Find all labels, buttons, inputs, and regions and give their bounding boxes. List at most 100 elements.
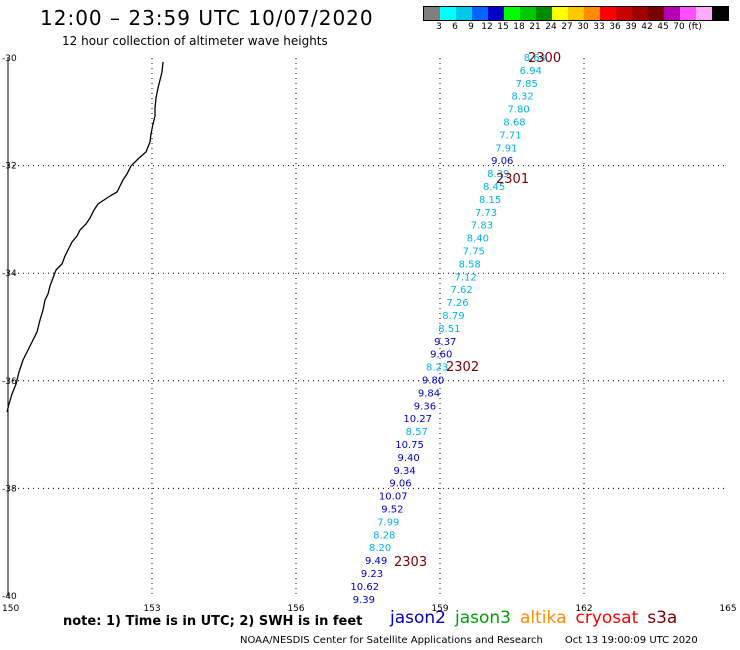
wave-height-value: 7.83	[471, 221, 493, 232]
wave-height-value: 9.23	[361, 569, 383, 580]
wave-height-value: 7.91	[495, 143, 517, 154]
satellite-legend-item: jason3	[455, 608, 511, 628]
wave-height-value: 9.80	[422, 376, 444, 387]
color-scale-label: 39	[625, 22, 637, 32]
color-scale-label: 24	[545, 22, 557, 32]
color-swatch	[488, 7, 504, 20]
color-scale-label: 27	[561, 22, 573, 32]
color-scale-label: 6	[452, 22, 458, 32]
wave-height-value: 10.75	[395, 440, 424, 451]
color-swatch	[424, 7, 440, 20]
color-swatch	[632, 7, 648, 20]
wave-height-value: 9.60	[430, 350, 452, 361]
color-scale-label: 15	[497, 22, 509, 32]
wave-height-value: 8.57	[406, 427, 428, 438]
color-swatch	[648, 7, 664, 20]
wave-height-value: 8.68	[503, 118, 525, 129]
wave-height-value: 8.32	[512, 92, 534, 103]
color-scale-label: 9	[468, 22, 474, 32]
wave-height-value: 7.75	[463, 247, 485, 258]
latitude-label: -30	[2, 54, 17, 64]
wave-height-value: 7.99	[377, 517, 399, 528]
track-time-label: 2303	[394, 555, 427, 570]
wave-height-value: 7.12	[455, 272, 477, 283]
latitude-label: -36	[2, 377, 17, 387]
wave-height-value: 8.58	[459, 259, 481, 270]
wave-height-value: 10.07	[379, 492, 408, 503]
color-scale-label: 45	[657, 22, 669, 32]
color-swatch	[584, 7, 600, 20]
color-scale-label: (ft)	[688, 22, 702, 32]
wave-height-value: 9.06	[491, 156, 513, 167]
longitude-label: 153	[143, 604, 160, 614]
color-scale-label: 30	[577, 22, 589, 32]
color-swatch	[552, 7, 568, 20]
wave-height-value: 10.62	[350, 582, 379, 593]
satellite-legend-item: cryosat	[575, 608, 639, 628]
color-swatch	[600, 7, 616, 20]
longitude-label: 156	[287, 604, 304, 614]
wave-height-value: 9.40	[398, 453, 420, 464]
wave-height-value: 7.73	[475, 208, 497, 219]
wave-height-value: 8.40	[467, 234, 489, 245]
wave-height-value: 8.20	[369, 543, 391, 554]
color-scale-label: 36	[609, 22, 621, 32]
latitude-label: -32	[2, 162, 17, 172]
color-swatch	[680, 7, 696, 20]
wave-height-value: 8.23	[426, 363, 448, 374]
wave-height-value: 9.36	[414, 401, 436, 412]
color-scale-label: 33	[593, 22, 605, 32]
axis-tick-labels: -30 -32 -34 -36 -38 -40 150 153 156 159 162 165	[2, 54, 737, 614]
footer-credit: NOAA/NESDIS Center for Satellite Applica…	[240, 635, 543, 646]
color-swatch	[456, 7, 472, 20]
wave-height-value: 8.45	[483, 182, 505, 193]
wave-height-value: 8.51	[438, 324, 460, 335]
wave-height-value: 9.06	[389, 479, 411, 490]
track-time-label: 2301	[496, 172, 529, 187]
wave-height-value: 7.62	[450, 285, 472, 296]
wave-height-value: 9.39	[353, 595, 375, 606]
satellite-legend: jason2 jason3 altika cryosat s3a	[390, 608, 686, 628]
wave-height-value: 7.26	[446, 298, 468, 309]
color-scale-label: 70	[673, 22, 685, 32]
longitude-label: 150	[2, 604, 19, 614]
color-swatch	[568, 7, 584, 20]
color-swatch	[712, 7, 728, 20]
color-swatch	[504, 7, 520, 20]
longitude-label: 165	[719, 604, 736, 614]
latitude-label: -34	[2, 269, 17, 279]
wave-height-color-scale	[423, 6, 729, 21]
australia-coastline	[6, 61, 164, 413]
wave-height-value: 8.28	[373, 530, 395, 541]
color-swatch	[696, 7, 712, 20]
satellite-legend-item: altika	[520, 608, 567, 628]
wave-height-value: 9.52	[381, 505, 403, 516]
satellite-legend-item: jason2	[390, 608, 446, 628]
wave-height-value: 8.64	[524, 53, 546, 64]
footer-timestamp: Oct 13 19:00:09 UTC 2020	[564, 635, 698, 646]
color-scale-label: 42	[641, 22, 653, 32]
color-swatch	[440, 7, 456, 20]
footer: NOAA/NESDIS Center for Satellite Applica…	[240, 635, 698, 646]
latitude-label: -38	[2, 484, 17, 494]
track-time-label: 2302	[446, 360, 479, 375]
color-swatch	[472, 7, 488, 20]
track-time-label: 2300	[528, 51, 561, 66]
wave-height-value: 7.85	[516, 79, 538, 90]
wave-height-value: 6.94	[520, 66, 542, 77]
satellite-legend-item: s3a	[647, 608, 678, 628]
track-time-labels: 2300 2301 2302 2303	[394, 51, 561, 570]
page-title: 12:00 – 23:59 UTC 10/07/2020	[40, 6, 374, 30]
color-swatch	[616, 7, 632, 20]
wave-height-value: 8.39	[487, 169, 509, 180]
color-scale-label: 3	[436, 22, 442, 32]
wave-height-value: 9.34	[393, 466, 415, 477]
wave-height-value: 7.71	[499, 130, 521, 141]
latitude-label: -40	[2, 592, 17, 602]
longitude-label: 159	[431, 604, 448, 614]
footnote: note: 1) Time is in UTC; 2) SWH is in fe…	[63, 614, 363, 629]
color-swatch	[664, 7, 680, 20]
wave-height-value: 8.15	[479, 195, 501, 206]
wave-height-readings: 8.64 6.94 7.85 8.32 7.80 8.687.71 7.91 9.06 8.39…	[350, 53, 546, 606]
